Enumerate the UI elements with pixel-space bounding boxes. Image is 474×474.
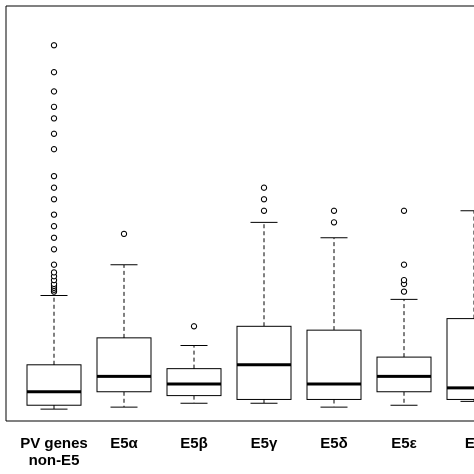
- outlier-point: [50, 246, 58, 253]
- outlier-point: [50, 211, 58, 218]
- iqr-box: [166, 368, 222, 397]
- outlier-point: [50, 103, 58, 110]
- iqr-box: [446, 318, 474, 400]
- outlier-point: [50, 130, 58, 137]
- outlier-point: [400, 207, 408, 214]
- box-4: [236, 184, 292, 404]
- outlier-point: [50, 223, 58, 230]
- outlier-point: [400, 288, 408, 295]
- iqr-box: [306, 329, 362, 400]
- iqr-box: [96, 337, 152, 393]
- outlier-point: [400, 276, 408, 284]
- category-label: E5β: [180, 435, 208, 452]
- category-label: PV genes: [20, 435, 88, 452]
- iqr-box: [376, 356, 432, 393]
- outlier-point: [50, 69, 58, 76]
- outlier-point: [260, 207, 268, 214]
- box-group: [26, 42, 474, 410]
- category-label: E5γ: [251, 435, 278, 452]
- outlier-point: [50, 42, 58, 49]
- box-6: [376, 207, 432, 406]
- outlier-point: [50, 88, 58, 95]
- outlier-point: [190, 323, 198, 330]
- outlier-point: [50, 115, 58, 122]
- category-label: E5α: [110, 435, 138, 452]
- iqr-box: [236, 325, 292, 400]
- outlier-point: [50, 269, 58, 276]
- outlier-point: [50, 234, 58, 241]
- outlier-point: [50, 196, 58, 203]
- outlier-point: [50, 146, 58, 153]
- box-3: [166, 323, 222, 404]
- outlier-point: [330, 207, 338, 214]
- outlier-point: [50, 261, 58, 268]
- category-label: E5ε: [391, 435, 416, 452]
- outlier-point: [120, 230, 128, 238]
- box-5: [306, 207, 362, 408]
- iqr-box: [26, 364, 82, 406]
- box-7: [446, 210, 474, 402]
- category-label: E5: [465, 435, 474, 452]
- outlier-point: [400, 261, 408, 268]
- category-label: non-E5: [29, 452, 80, 469]
- box-2: [96, 230, 152, 408]
- category-label: E5δ: [320, 435, 347, 452]
- outlier-point: [330, 219, 338, 226]
- outlier-point: [260, 184, 268, 191]
- outlier-point: [260, 196, 268, 203]
- outlier-point: [50, 172, 58, 180]
- outlier-point: [50, 184, 58, 191]
- box-1: [26, 42, 82, 410]
